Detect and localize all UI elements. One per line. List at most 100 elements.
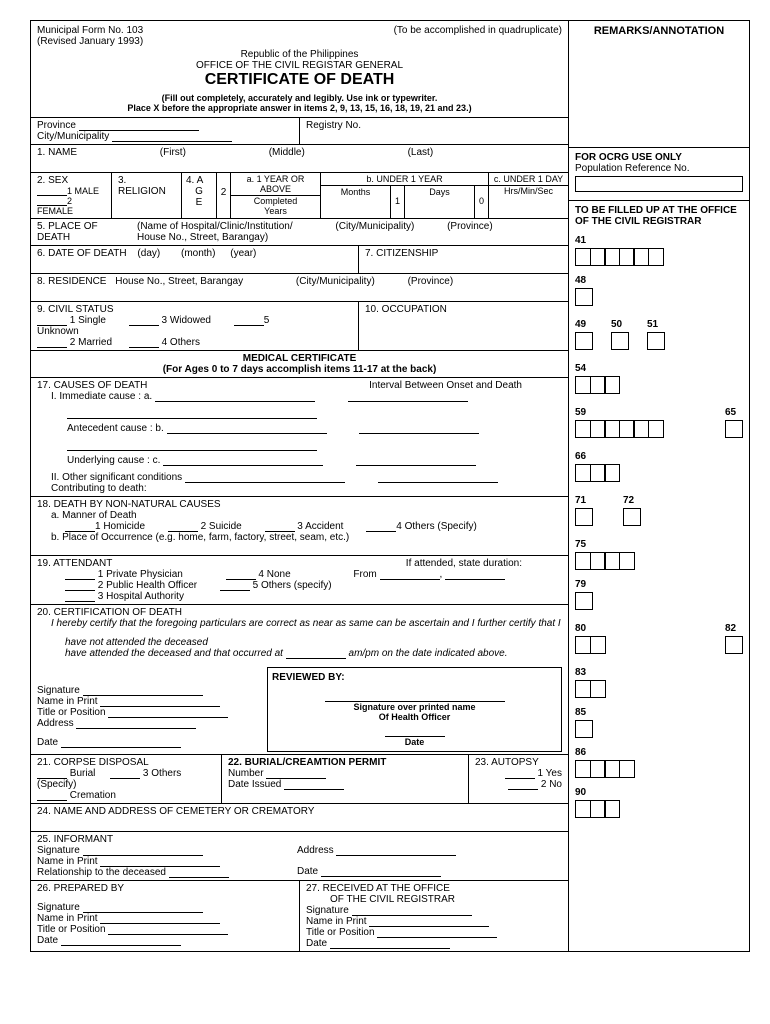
s25-sig: Signature (37, 845, 80, 856)
s20-date: Date (37, 737, 58, 748)
registry-label: Registry No. (299, 118, 568, 144)
s3-sub: RELIGION (118, 186, 175, 197)
s10-label: 10. OCCUPATION (358, 302, 568, 350)
s18-o4: 4 Others (Specify) (396, 521, 477, 532)
s9-o4: 4 Others (162, 337, 200, 348)
republic: Republic of the Philippines (31, 49, 568, 60)
n75: 75 (575, 539, 743, 550)
s27-label2: OF THE CIVIL REGISTRAR (306, 894, 562, 905)
n48: 48 (575, 275, 743, 286)
s25-label: 25. INFORMANT (37, 834, 562, 845)
s18-o2: 2 Suicide (201, 521, 242, 532)
s20-cert: I hereby certify that the foregoing part… (37, 618, 562, 629)
n80: 80 (575, 623, 604, 634)
s19-o5: 5 Others (specify) (253, 580, 332, 591)
n71: 71 (575, 495, 593, 506)
s4-days: Days (406, 187, 473, 197)
fill-note: TO BE FILLED UP AT THE OFFICE OF THE CIV… (575, 205, 743, 227)
s6-month: (month) (181, 248, 215, 259)
s1-first: (First) (160, 147, 186, 158)
s19-from: From (353, 569, 376, 580)
s27-label: 27. RECEIVED AT THE OFFICE (306, 883, 562, 894)
city-input[interactable] (112, 132, 232, 142)
s2-label: 2. SEX (37, 175, 105, 186)
s8-prov: (Province) (408, 276, 454, 287)
s27-sig: Signature (306, 905, 349, 916)
remarks-title: REMARKS/ANNOTATION (575, 25, 743, 37)
s20-revof: Of Health Officer (272, 712, 557, 722)
sex-female-check[interactable] (37, 196, 67, 206)
s4-c: c. UNDER 1 DAY (489, 173, 568, 186)
s8-label: 8. RESIDENCE (37, 276, 106, 287)
n85: 85 (575, 707, 743, 718)
s4-zero: 0 (474, 186, 488, 218)
n51: 51 (647, 319, 665, 330)
s19-label: 19. ATTENDANT (37, 558, 112, 569)
main-form: Municipal Form No. 103 (Revised January … (31, 21, 569, 951)
med-title: MEDICAL CERTIFICATE (37, 353, 562, 364)
s20-name: Name in Print (37, 696, 98, 707)
s20-rev: REVIEWED BY: (272, 672, 557, 683)
n86: 86 (575, 747, 743, 758)
s20-sig: Signature (37, 685, 80, 696)
s20-att: have attended the deceased and that occu… (65, 648, 283, 659)
s23-label: 23. AUTOPSY (475, 757, 562, 768)
pop-ref-input[interactable] (575, 176, 743, 192)
n83: 83 (575, 667, 743, 678)
s27-name: Name in Print (306, 916, 367, 927)
s6-day: (day) (137, 248, 160, 259)
s7-label: 7. CITIZENSHIP (358, 246, 568, 273)
s9-o1: 1 Single (70, 315, 106, 326)
s5-n1: (Name of Hospital/Clinic/Institution/ (137, 221, 293, 232)
s19-o2: 2 Public Health Officer (98, 580, 197, 591)
sex-male-check[interactable] (37, 186, 67, 196)
s23-no: 2 No (541, 779, 562, 790)
s4-a3: Years (231, 206, 320, 216)
s20-revdate: Date (272, 737, 557, 747)
s25-rel: Relationship to the deceased (37, 867, 166, 878)
s18-manner: a. Manner of Death (37, 510, 562, 521)
n90: 90 (575, 787, 743, 798)
s20-label: 20. CERTIFICATION OF DEATH (37, 607, 562, 618)
n41: 41 (575, 235, 743, 246)
n54: 54 (575, 363, 743, 374)
s9-unk: Unknown (37, 326, 352, 337)
form-number: Municipal Form No. 103 (37, 25, 143, 36)
s8-city: (City/Municipality) (296, 276, 375, 287)
s5-city: (City/Municipality) (335, 221, 414, 232)
s19-o4: 4 None (258, 569, 290, 580)
s4-a: a. 1 YEAR OR ABOVE (231, 173, 320, 196)
quadruplicate: (To be accomplished in quadruplicate) (394, 25, 562, 47)
s17-contrib: Contributing to death: (37, 483, 562, 494)
s19-o1: 1 Private Physician (98, 569, 183, 580)
s20-revsig: Signature over printed name (272, 702, 557, 712)
pop-ref: Population Reference No. (575, 163, 743, 174)
s27-date: Date (306, 938, 327, 949)
s5-label: 5. PLACE OF (37, 221, 137, 232)
s18-place: b. Place of Occurrence (e.g. home, farm,… (37, 532, 562, 553)
s9-label: 9. CIVIL STATUS (37, 304, 352, 315)
s24-label: 24. NAME AND ADDRESS OF CEMETERY OR CREM… (31, 804, 568, 832)
sidebar: REMARKS/ANNOTATION FOR OCRG USE ONLY Pop… (569, 21, 749, 951)
med-sub: (For Ages 0 to 7 days accomplish items 1… (37, 364, 562, 375)
province-input[interactable] (79, 121, 199, 131)
form-page: Municipal Form No. 103 (Revised January … (0, 0, 770, 972)
s1-middle: (Middle) (269, 147, 305, 158)
s4-e: E (196, 197, 203, 208)
n79: 79 (575, 579, 743, 590)
s19-dur: If attended, state duration: (406, 558, 522, 569)
s22-date: Date Issued (228, 779, 281, 790)
s18-label: 18. DEATH BY NON-NATURAL CAUSES (37, 499, 562, 510)
n50: 50 (611, 319, 629, 330)
s4-hms: Hrs/Min/Sec (489, 186, 568, 196)
s2-male: 1 MALE (67, 186, 99, 196)
s26-title: Title or Position (37, 924, 106, 935)
s3-label: 3. (118, 175, 175, 186)
n72: 72 (623, 495, 641, 506)
s4-a2: Completed (231, 196, 320, 206)
s1-label: 1. NAME (37, 147, 77, 158)
instruction-1: (Fill out completely, accurately and leg… (31, 93, 568, 103)
s4-g: G (195, 186, 203, 197)
s22-num: Number (228, 768, 264, 779)
s20-na: have not attended the deceased (37, 637, 562, 648)
